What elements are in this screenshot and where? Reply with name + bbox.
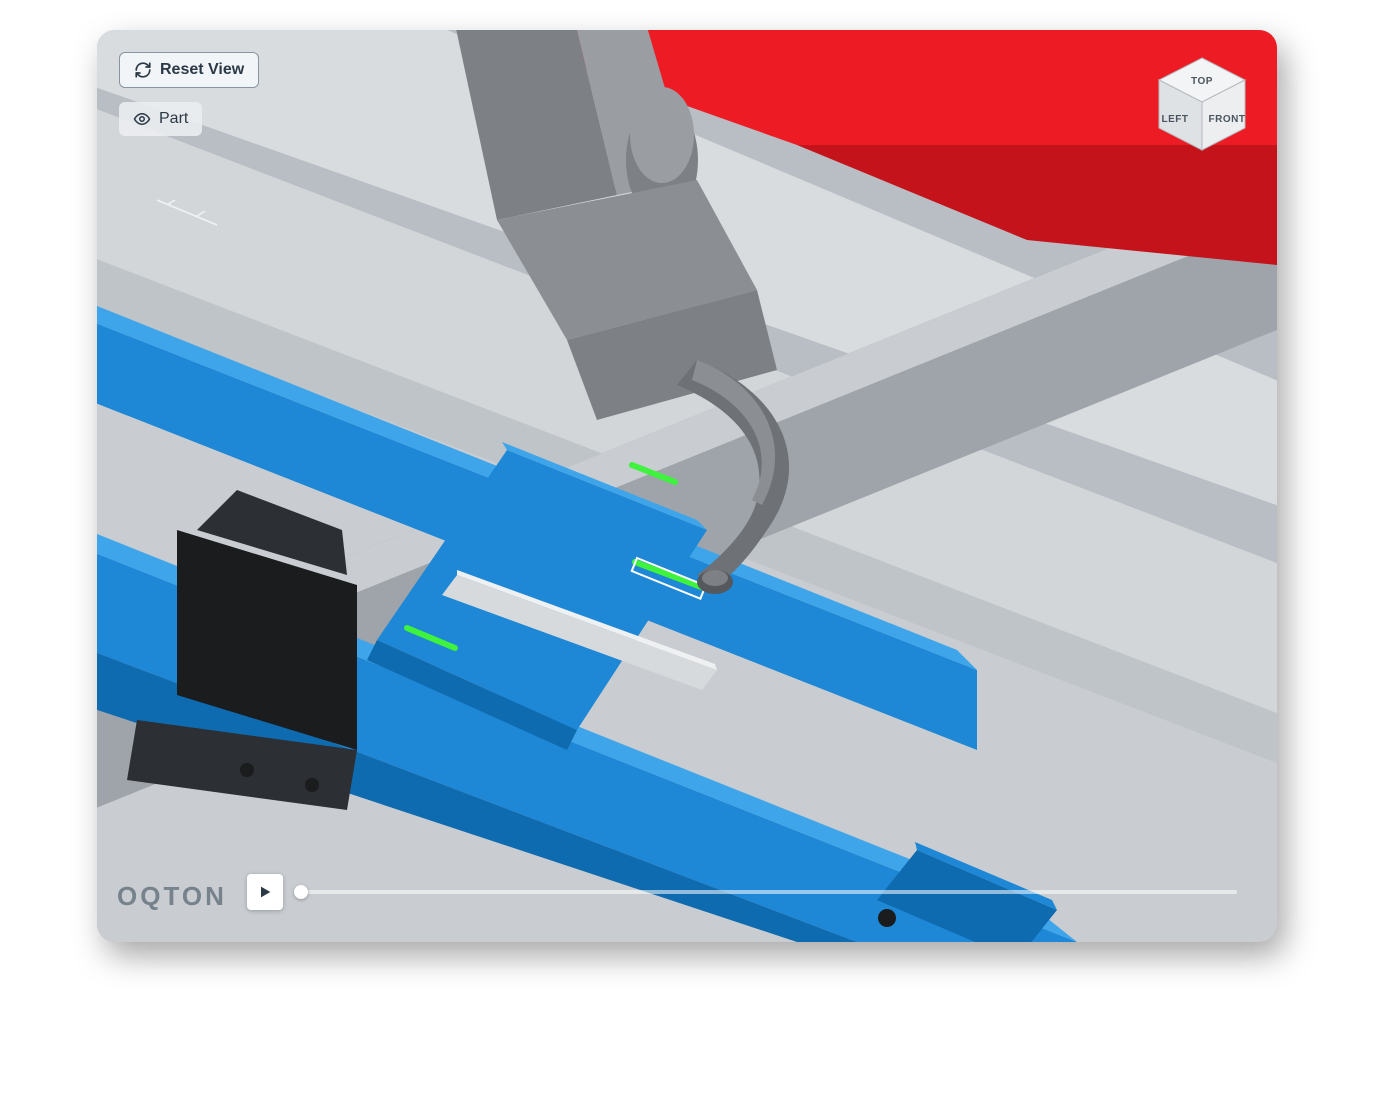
app-window: Reset View Part TOP LEFT FRONT OQTON (97, 30, 1277, 942)
viewport-3d[interactable] (97, 30, 1277, 942)
view-cube[interactable]: TOP LEFT FRONT (1147, 50, 1257, 160)
viewcube-left-label[interactable]: LEFT (1162, 114, 1189, 125)
timeline-knob[interactable] (294, 885, 308, 899)
eye-icon (133, 110, 151, 128)
viewcube-front-label[interactable]: FRONT (1209, 114, 1246, 125)
viewcube-top-label[interactable]: TOP (1191, 76, 1213, 87)
brand-logo: OQTON (117, 881, 227, 912)
reset-view-button[interactable]: Reset View (119, 52, 259, 88)
refresh-icon (134, 61, 152, 79)
timeline-track[interactable] (301, 890, 1237, 894)
timeline-bar (247, 874, 1237, 910)
part-visibility-button[interactable]: Part (119, 102, 202, 136)
reset-view-label: Reset View (160, 61, 244, 79)
play-icon (257, 884, 273, 900)
part-visibility-label: Part (159, 110, 188, 128)
play-button[interactable] (247, 874, 283, 910)
